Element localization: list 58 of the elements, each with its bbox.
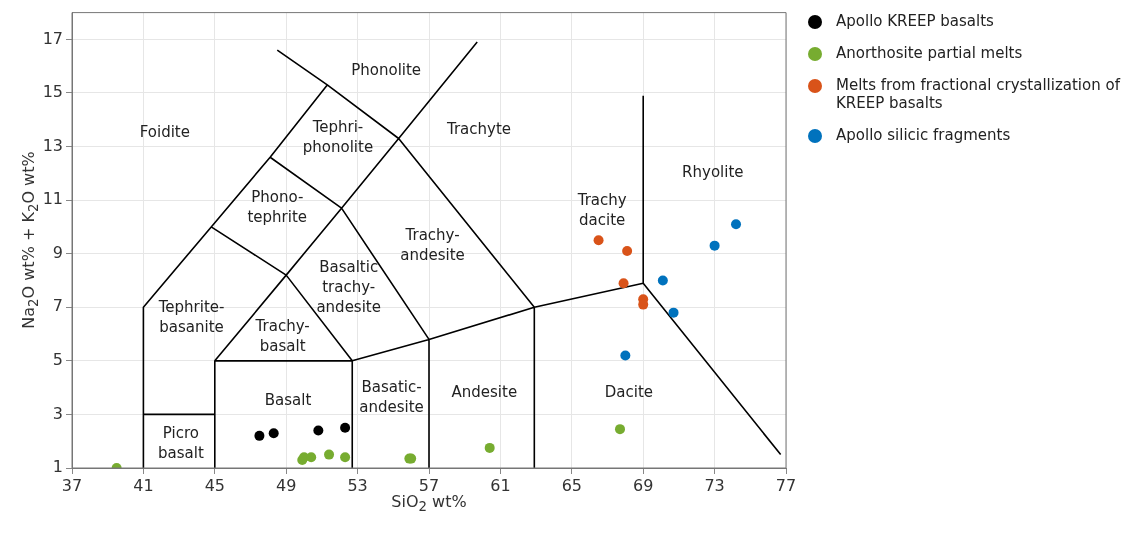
annotation: Foidite (139, 123, 190, 142)
point (268, 428, 279, 439)
annotation: Picro basalt (157, 423, 204, 462)
annotation: Trachy- andesite (400, 225, 465, 264)
x-tick-label: 45 (204, 475, 225, 495)
x-tick-label: 77 (775, 475, 797, 495)
x-tick-label: 49 (276, 475, 297, 495)
point (324, 449, 335, 460)
annotation: Tephri- phonolite (302, 118, 374, 157)
annotation: Phono- tephrite (247, 188, 308, 227)
x-axis-title: SiO$_{2}$ wt% (391, 492, 467, 515)
y-tick-label: 5 (52, 350, 63, 369)
legend-label: Anorthosite partial melts (836, 44, 1023, 62)
annotation: Tephrite- basanite (157, 297, 225, 336)
x-tick-label: 57 (418, 475, 440, 495)
point (340, 452, 351, 463)
annotation: Phonolite (351, 61, 422, 80)
point (254, 430, 265, 441)
x-tick-label: 65 (561, 475, 582, 495)
annotation: Dacite (604, 382, 654, 401)
x-tick-label: 53 (347, 475, 368, 495)
y-tick-label: 11 (42, 189, 63, 209)
y-tick-label: 15 (42, 82, 63, 102)
y-tick-label: 17 (42, 28, 63, 48)
point (313, 425, 324, 436)
annotation: Basatic- andesite (359, 378, 424, 417)
annotation: Trachyte (445, 120, 512, 139)
annotation: Andesite (451, 382, 518, 401)
point (306, 452, 317, 463)
point (668, 307, 679, 318)
annotation: Trachy- basalt (254, 316, 310, 355)
point (620, 350, 631, 361)
y-tick-label: 3 (52, 403, 63, 423)
x-tick-label: 73 (704, 475, 725, 495)
point (340, 422, 351, 433)
legend-label: Apollo silicic fragments (836, 126, 1011, 144)
y-tick-label: 9 (52, 242, 63, 262)
point (484, 442, 495, 453)
annotation: Basalt (264, 390, 312, 409)
y-tick-label: 13 (42, 135, 63, 155)
annotation: Trachy dacite (576, 190, 627, 229)
point (618, 278, 629, 289)
x-tick-label: 41 (133, 475, 154, 495)
point (622, 246, 633, 257)
x-tick-label: 69 (633, 475, 654, 495)
point (709, 240, 720, 251)
x-tick-label: 37 (61, 475, 83, 495)
annotation: Basaltic trachy- andesite (316, 258, 381, 317)
annotation: Rhyolite (682, 163, 744, 182)
point (593, 235, 604, 246)
point (731, 219, 742, 230)
y-tick-label: 1 (52, 457, 63, 477)
legend-label: Melts from fractional crystallization of KREEP basalts (836, 76, 1122, 112)
y-tick-label: 7 (52, 296, 63, 316)
point (615, 424, 625, 435)
point (657, 275, 668, 286)
x-tick-label: 61 (490, 475, 511, 495)
legend-label: Apollo KREEP basalts (836, 12, 994, 30)
